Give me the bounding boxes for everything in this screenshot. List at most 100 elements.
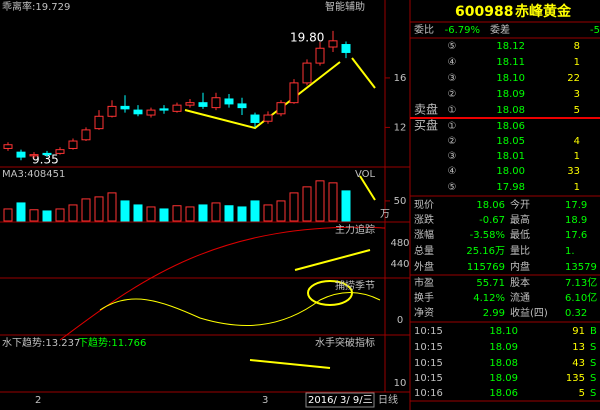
indicator: 乖离率:19.729 [2, 0, 70, 13]
trade-time: 10:15 [414, 326, 443, 337]
volume-bar [250, 200, 260, 222]
candle-body [276, 102, 286, 115]
candle-body [120, 105, 130, 110]
period[interactable]: 日线 [378, 393, 398, 406]
candle-body [198, 102, 208, 107]
stat-label: 涨幅 [414, 228, 434, 241]
amount: 1 [574, 151, 580, 162]
stock-name: 赤峰黄金 [515, 3, 572, 20]
trade-side: S [590, 342, 596, 353]
volume-bar [3, 208, 13, 222]
diff-label: 委差 [490, 23, 510, 36]
trade-price: 18.06 [489, 388, 518, 399]
trade-price: 18.10 [489, 326, 518, 337]
volume-bar [224, 205, 234, 222]
stat-label: 现价 [414, 199, 434, 211]
candle-body [146, 109, 156, 116]
level: ④ [448, 166, 457, 177]
main-force-name: 主力追踪 [335, 223, 375, 236]
ratio-label: 委比 [414, 23, 434, 36]
candle-body [94, 115, 104, 130]
price: 18.08 [496, 105, 525, 116]
y-tick-label: 12 [394, 122, 407, 133]
stat-value: 6.10亿 [565, 291, 597, 304]
stat-value: 18.06 [476, 200, 505, 211]
candle-body [42, 152, 52, 156]
trade-time: 10:15 [414, 373, 443, 384]
level: ③ [448, 151, 457, 162]
volume-bar [198, 204, 208, 222]
candle-body [341, 44, 351, 53]
stat-label: 内盘 [510, 260, 530, 273]
candle-body [185, 102, 195, 106]
stat-label: 股本 [510, 276, 530, 289]
volume-bar [211, 202, 221, 222]
trade-side: S [590, 373, 596, 384]
stat-value: 1. [565, 246, 575, 257]
candle-body [55, 149, 65, 154]
stat-value: 13579 [565, 262, 597, 273]
candle-body [302, 62, 312, 84]
stat-value: 7.13亿 [565, 276, 597, 289]
level: ① [448, 121, 457, 132]
volume-bar [16, 202, 26, 222]
low-label: 9.35 [32, 153, 59, 167]
stat-value: -0.67 [479, 215, 505, 226]
candle-body [133, 109, 143, 115]
stat-value: 17.9 [565, 200, 587, 211]
candle-body [289, 82, 299, 104]
volume-bar [68, 204, 78, 222]
volume-bar [29, 209, 39, 222]
stat-value: 25.16万 [466, 246, 505, 257]
price: 18.06 [496, 121, 525, 132]
level: ② [448, 89, 457, 100]
volume-bar [276, 200, 286, 222]
trade-price: 18.08 [489, 358, 518, 369]
stat-label: 总量 [414, 244, 434, 257]
level: ① [448, 105, 457, 116]
stock-code: 600988 [455, 4, 513, 20]
volume-bar [81, 198, 91, 222]
y-tick-label: 16 [394, 73, 407, 84]
stat-label: 净资 [414, 306, 434, 319]
main-force-tick: 440 [390, 259, 409, 270]
volume-bar [120, 200, 130, 222]
candle-body [81, 129, 91, 141]
trade-side: S [590, 388, 596, 399]
high-label: 19.80 [290, 31, 324, 45]
panel-label: 智能辅助 [325, 0, 365, 13]
annotation-arrows [184, 57, 376, 369]
level: ④ [448, 57, 457, 68]
volume-unit: 万 [380, 209, 390, 220]
stat-label: 换手 [414, 291, 434, 304]
volume-name: VOL [355, 169, 376, 180]
volume-bar [341, 190, 351, 222]
volume-bar [107, 192, 117, 222]
volume-bar [237, 206, 247, 222]
volume-bar [302, 186, 312, 222]
main-force-tick: 480 [390, 238, 409, 249]
stat-label: 收益(四) [510, 306, 548, 319]
candle-body [250, 114, 260, 123]
season-tick: 0 [397, 315, 403, 326]
price: 17.98 [496, 182, 525, 193]
highlight-ellipse [307, 280, 353, 306]
amount: 8 [574, 41, 580, 52]
trade-time: 10:16 [414, 388, 443, 399]
trade-time: 10:15 [414, 358, 443, 369]
stat-value: 55.71 [476, 278, 505, 289]
sailor-line: 下趋势:11.766 [78, 336, 146, 349]
candle-body [107, 105, 117, 117]
volume-bar [328, 182, 338, 222]
candle-body [159, 108, 169, 111]
stat-label: 今开 [510, 198, 530, 211]
stat-value: 17.6 [565, 230, 587, 241]
trade-volume: 91 [572, 326, 585, 337]
date: 2016/ 3/ 9/三 [308, 395, 373, 406]
amount: 22 [567, 73, 580, 84]
candle-body [29, 154, 39, 157]
amount: 33 [567, 166, 580, 177]
diff: -5 [590, 25, 600, 36]
amount: 5 [574, 105, 580, 116]
